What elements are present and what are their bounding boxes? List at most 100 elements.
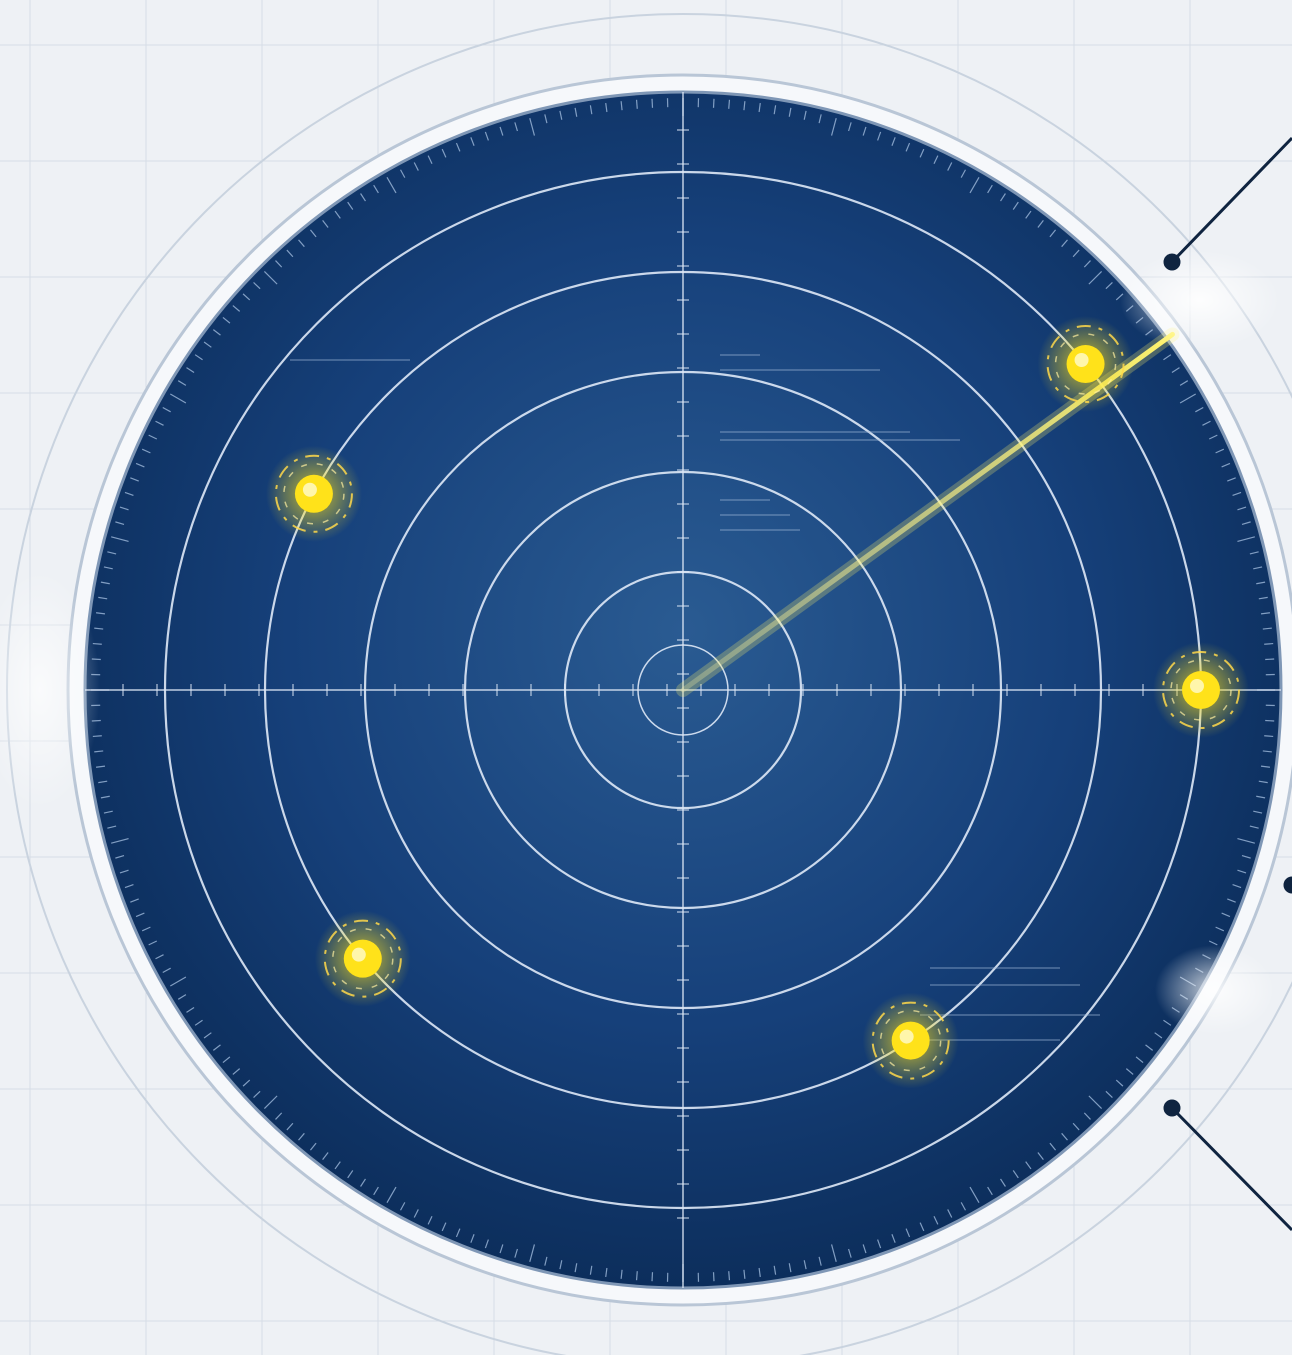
- blip-icon: [1037, 316, 1134, 413]
- scope-tick: [574, 1263, 578, 1273]
- scope-tick: [1253, 810, 1263, 814]
- scope-tick: [98, 780, 108, 784]
- scope-tick: [427, 1215, 433, 1225]
- scope-tick: [891, 137, 896, 146]
- scope-tick: [242, 293, 251, 301]
- scope-tick: [818, 114, 822, 124]
- scope-tick: [135, 912, 145, 918]
- scope-tick: [242, 1079, 251, 1087]
- scope-tick: [1154, 1032, 1163, 1039]
- scope-tick: [100, 581, 110, 585]
- scope-tick: [1237, 869, 1247, 874]
- scope-tick: [1256, 581, 1266, 585]
- scope-tick: [455, 1228, 461, 1238]
- scope-tick: [1083, 1112, 1091, 1120]
- scope-tick: [386, 177, 397, 194]
- blip-icon: [1153, 642, 1249, 738]
- connector-dot-icon: [1163, 1099, 1181, 1117]
- scope-tick: [399, 1202, 406, 1211]
- scope-tick: [1088, 270, 1103, 285]
- scope-tick: [124, 884, 134, 889]
- scope-tick: [848, 1248, 852, 1258]
- scope-tick: [529, 1244, 536, 1262]
- scope-tick: [155, 420, 164, 426]
- scope-tick: [773, 1265, 777, 1275]
- scope-tick: [728, 99, 731, 109]
- scope-tick: [222, 316, 231, 324]
- scope-tick: [877, 1239, 882, 1249]
- scope-tick: [399, 169, 406, 178]
- scope-tick: [1000, 193, 1006, 202]
- scope-tick: [222, 1056, 231, 1064]
- scope-tick: [309, 229, 317, 238]
- scope-tick: [1260, 612, 1271, 615]
- scope-tick: [1025, 1161, 1032, 1170]
- scope-tick: [1105, 1090, 1113, 1098]
- scope-tick: [95, 765, 106, 768]
- scope-tick: [286, 1122, 294, 1131]
- scope-tick: [162, 967, 171, 974]
- scope-tick: [1125, 1068, 1134, 1075]
- scope-tick: [263, 1095, 278, 1110]
- scope-tick: [919, 1222, 925, 1232]
- scope-tick: [286, 249, 294, 258]
- scope-tick: [1264, 642, 1274, 645]
- scope-tick: [1253, 566, 1263, 570]
- scope-tick: [275, 260, 283, 268]
- scope-tick: [919, 148, 925, 158]
- scope-tick: [514, 122, 518, 132]
- scope-tick: [1061, 1132, 1068, 1141]
- scope-tick: [877, 131, 882, 141]
- scope-tick: [100, 795, 110, 799]
- scope-tick: [1163, 1019, 1172, 1026]
- scope-tick: [253, 282, 261, 290]
- scope-tick: [743, 1269, 746, 1279]
- scope-tick: [933, 1215, 939, 1225]
- blip-icon: [314, 910, 411, 1007]
- scope-tick: [1115, 1079, 1124, 1087]
- scope-tick: [1025, 210, 1032, 219]
- scope-tick: [514, 1248, 518, 1258]
- scope-tick: [499, 1244, 504, 1254]
- scope-tick: [177, 994, 187, 1000]
- scope-tick: [107, 825, 117, 829]
- scope-tick: [1256, 795, 1266, 799]
- scope-tick: [309, 1142, 317, 1151]
- scope-tick: [322, 219, 329, 228]
- scope-tick: [203, 341, 212, 348]
- scope-tick: [544, 1256, 548, 1266]
- scope-tick: [427, 155, 433, 165]
- scope-tick: [758, 1267, 761, 1278]
- connector-line-top: [1170, 136, 1292, 264]
- scope-tick: [186, 367, 195, 373]
- scope-tick: [484, 1239, 489, 1249]
- callout-connectors: [1163, 136, 1292, 1232]
- connector-dot-icon: [1163, 253, 1181, 271]
- scope-tick: [969, 1186, 980, 1203]
- scope-tick: [103, 566, 113, 570]
- scope-tick: [130, 898, 139, 903]
- scope-tick: [862, 126, 867, 136]
- scope-tick: [119, 869, 129, 874]
- scope-tick: [1260, 765, 1271, 768]
- radar-blips: [265, 316, 1249, 1089]
- scope-tick: [947, 1209, 953, 1218]
- scope-tick: [275, 1112, 283, 1120]
- scope-tick: [1179, 380, 1189, 386]
- scope-tick: [1135, 1056, 1144, 1064]
- scope-tick: [322, 1152, 329, 1161]
- scope-tick: [1249, 551, 1259, 555]
- scope-tick: [148, 434, 158, 440]
- scope-tick: [386, 1186, 397, 1203]
- scope-tick: [1145, 1044, 1154, 1051]
- scope-tick: [107, 551, 117, 555]
- scope-tick: [194, 1019, 203, 1026]
- scope-tick: [455, 142, 461, 152]
- scope-tick: [1262, 627, 1272, 630]
- scope-tick: [1227, 898, 1236, 903]
- scope-tick: [1237, 837, 1255, 844]
- scope-tick: [170, 976, 187, 987]
- scope-tick: [1215, 926, 1225, 932]
- scope-tick: [1237, 506, 1247, 511]
